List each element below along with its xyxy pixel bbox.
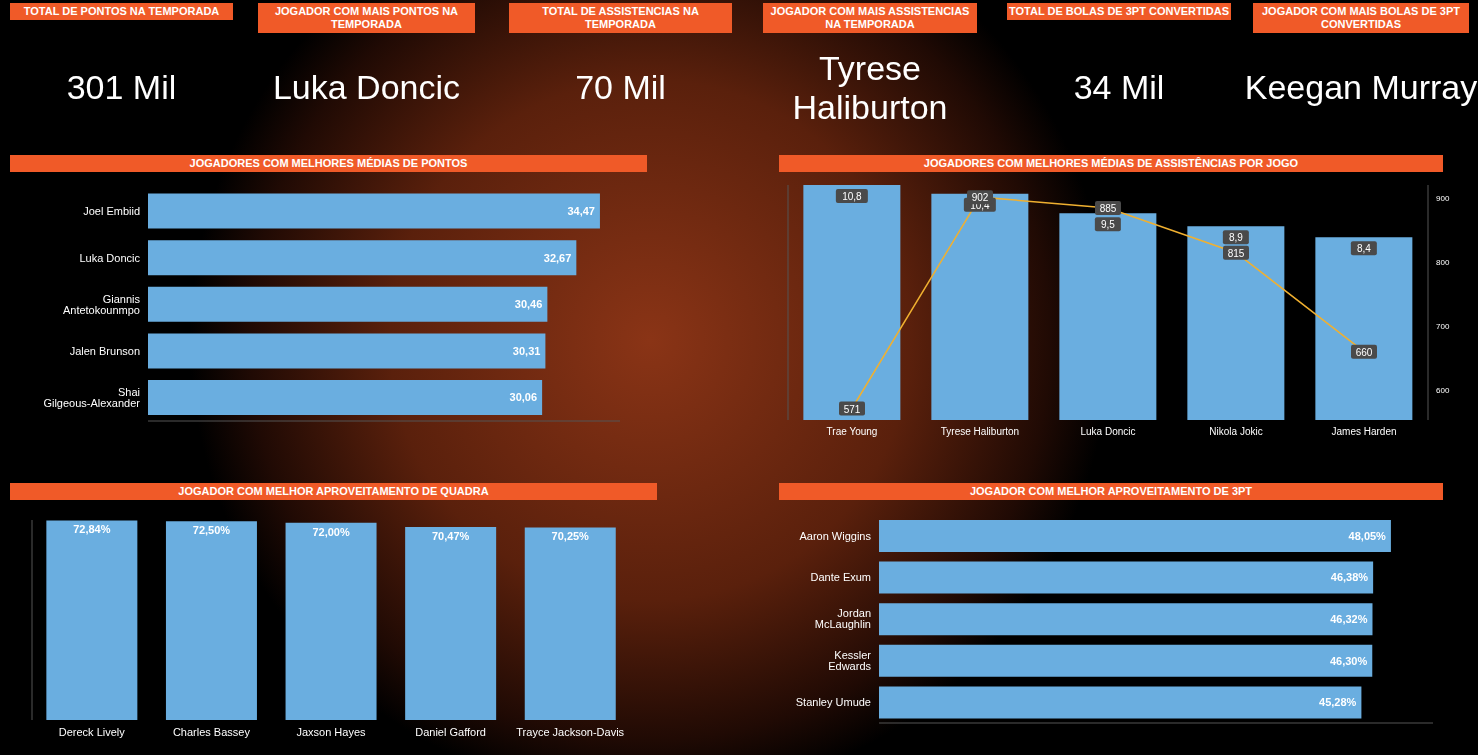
svg-text:72,00%: 72,00%	[312, 526, 350, 538]
svg-text:Luka Doncic: Luka Doncic	[79, 252, 140, 264]
svg-text:46,38%: 46,38%	[1331, 571, 1369, 583]
svg-text:Charles Bassey: Charles Bassey	[173, 726, 251, 738]
html-text:TOTAL DE ASSISTENCIAS NA TEMPO: TOTAL DE ASSISTENCIAS NA TEMPORADA	[542, 5, 699, 30]
svg-text:Jaxson Hayes: Jaxson Hayes	[296, 726, 366, 738]
svg-text:70,47%: 70,47%	[432, 530, 470, 542]
svg-text:Nikola Jokic: Nikola Jokic	[1209, 426, 1262, 437]
svg-text:Trayce Jackson-Davis: Trayce Jackson-Davis	[516, 726, 624, 738]
svg-text:ShaiGilgeous-Alexander: ShaiGilgeous-Alexander	[43, 386, 140, 409]
svg-text:885: 885	[1100, 203, 1117, 214]
html-text:JOGADOR COM MAIS ASSISTENCIAS: JOGADOR COM MAIS ASSISTENCIAS NA TEMPORA…	[770, 5, 970, 30]
svg-text:46,30%: 46,30%	[1330, 655, 1368, 667]
svg-text:800: 800	[1436, 258, 1450, 267]
svg-text:Tyrese Haliburton: Tyrese Haliburton	[941, 426, 1019, 437]
svg-text:30,06: 30,06	[510, 391, 538, 403]
svg-text:700: 700	[1436, 322, 1450, 331]
html-text:JOGADOR COM MELHOR APROVEITAME: JOGADOR COM MELHOR APROVEITAMENTO DE QUA…	[178, 485, 489, 497]
svg-text:8,9: 8,9	[1229, 232, 1243, 243]
svg-text:GiannisAntetokounmpo: GiannisAntetokounmpo	[63, 293, 141, 316]
html-text:JOGADOR COM MAIS PONTOS NA TEM: JOGADOR COM MAIS PONTOS NA TEMPORADA	[274, 5, 459, 30]
html-text:301 Mil: 301 Mil	[66, 68, 177, 107]
html-text:70 Mil: 70 Mil	[575, 68, 666, 107]
svg-text:JordanMcLaughlin: JordanMcLaughlin	[815, 607, 871, 630]
html-text:TOTAL DE BOLAS DE 3PT CONVERTI: TOTAL DE BOLAS DE 3PT CONVERTIDAS	[1009, 5, 1229, 17]
svg-text:Stanley Umude: Stanley Umude	[796, 696, 871, 708]
svg-text:10,8: 10,8	[842, 191, 862, 202]
html-text:34 Mil: 34 Mil	[1073, 68, 1165, 107]
svg-text:30,31: 30,31	[513, 345, 541, 357]
html-text:TOTAL DE PONTOS NA TEMPORADA: TOTAL DE PONTOS NA TEMPORADA	[23, 5, 220, 17]
html-text:JOGADORES COM MELHORES MÉDIAS: JOGADORES COM MELHORES MÉDIAS DE ASSISTÊ…	[923, 157, 1299, 169]
svg-text:600: 600	[1436, 386, 1450, 395]
svg-text:Aaron Wiggins: Aaron Wiggins	[799, 530, 871, 542]
html-text:Tyrese Haliburton: Tyrese Haliburton	[792, 49, 948, 126]
svg-text:32,67: 32,67	[544, 252, 572, 264]
svg-text:Trae Young: Trae Young	[827, 426, 878, 437]
svg-text:Joel Embiid: Joel Embiid	[83, 205, 140, 217]
svg-text:48,05%: 48,05%	[1349, 530, 1387, 542]
html-text:Luka Doncic: Luka Doncic	[272, 68, 460, 107]
html-text:JOGADORES COM MELHORES MÉDIAS: JOGADORES COM MELHORES MÉDIAS DE PONTOS	[189, 157, 468, 169]
svg-text:30,46: 30,46	[515, 298, 543, 310]
svg-text:72,50%: 72,50%	[193, 524, 231, 536]
svg-text:10,4: 10,4	[970, 199, 990, 211]
html-text:Keegan Murray: Keegan Murray	[1244, 68, 1478, 107]
svg-text:571: 571	[844, 404, 861, 415]
svg-text:Dereck Lively: Dereck Lively	[59, 726, 126, 738]
svg-text:Luka Doncic: Luka Doncic	[1080, 426, 1135, 437]
svg-text:900: 900	[1436, 194, 1450, 203]
svg-text:KesslerEdwards: KesslerEdwards	[828, 649, 871, 672]
svg-text:815: 815	[1228, 248, 1245, 259]
svg-text:902: 902	[972, 192, 989, 203]
svg-text:8,4: 8,4	[1357, 243, 1371, 254]
svg-text:9,5: 9,5	[1101, 219, 1115, 230]
html-text:JOGADOR COM MAIS BOLAS DE 3PT: JOGADOR COM MAIS BOLAS DE 3PT CONVERTIDA…	[1262, 5, 1460, 30]
svg-text:660: 660	[1356, 347, 1373, 358]
svg-text:45,28%: 45,28%	[1319, 696, 1357, 708]
svg-text:70,25%: 70,25%	[552, 530, 590, 542]
html-text:JOGADOR COM MELHOR APROVEITAME: JOGADOR COM MELHOR APROVEITAMENTO DE 3PT	[969, 485, 1253, 497]
svg-text:Dante Exum: Dante Exum	[810, 571, 871, 583]
svg-text:Jalen Brunson: Jalen Brunson	[70, 345, 140, 357]
svg-text:34,47: 34,47	[567, 205, 595, 217]
svg-text:Daniel Gafford: Daniel Gafford	[415, 726, 486, 738]
svg-text:James Harden: James Harden	[1331, 426, 1396, 437]
svg-text:46,32%: 46,32%	[1330, 613, 1368, 625]
svg-text:72,84%: 72,84%	[73, 523, 111, 535]
